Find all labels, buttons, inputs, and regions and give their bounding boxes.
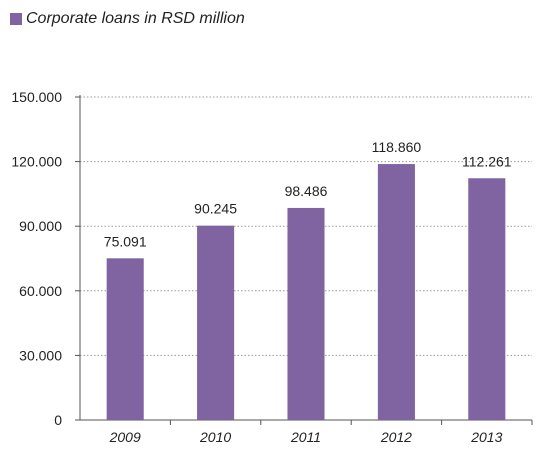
- data-label: 112.261: [462, 153, 512, 169]
- bar-2009: [106, 258, 144, 420]
- bar-2011: [287, 207, 325, 420]
- y-tick-label: 60.000: [19, 283, 62, 299]
- y-tick-label: 30.000: [19, 347, 62, 363]
- y-tick-label: 90.000: [19, 218, 62, 234]
- data-label: 98.486: [285, 183, 328, 199]
- data-label: 75.091: [104, 233, 147, 249]
- x-tick-label: 2009: [109, 429, 141, 445]
- x-tick-label: 2013: [470, 429, 502, 445]
- legend-swatch: [10, 13, 22, 25]
- legend: Corporate loans in RSD million: [10, 10, 245, 28]
- bar-2013: [468, 178, 506, 420]
- legend-label: Corporate loans in RSD million: [26, 10, 245, 27]
- y-tick-label: 0: [54, 412, 62, 428]
- data-label: 90.245: [194, 201, 237, 217]
- bar-2012: [377, 164, 415, 420]
- y-tick-label: 120.000: [11, 154, 62, 170]
- x-tick-label: 2010: [199, 429, 231, 445]
- x-tick-label: 2011: [290, 429, 321, 445]
- y-tick-label: 150.000: [11, 89, 62, 105]
- data-label: 118.860: [372, 139, 422, 155]
- x-tick-label: 2012: [380, 429, 412, 445]
- bar-2010: [197, 225, 235, 420]
